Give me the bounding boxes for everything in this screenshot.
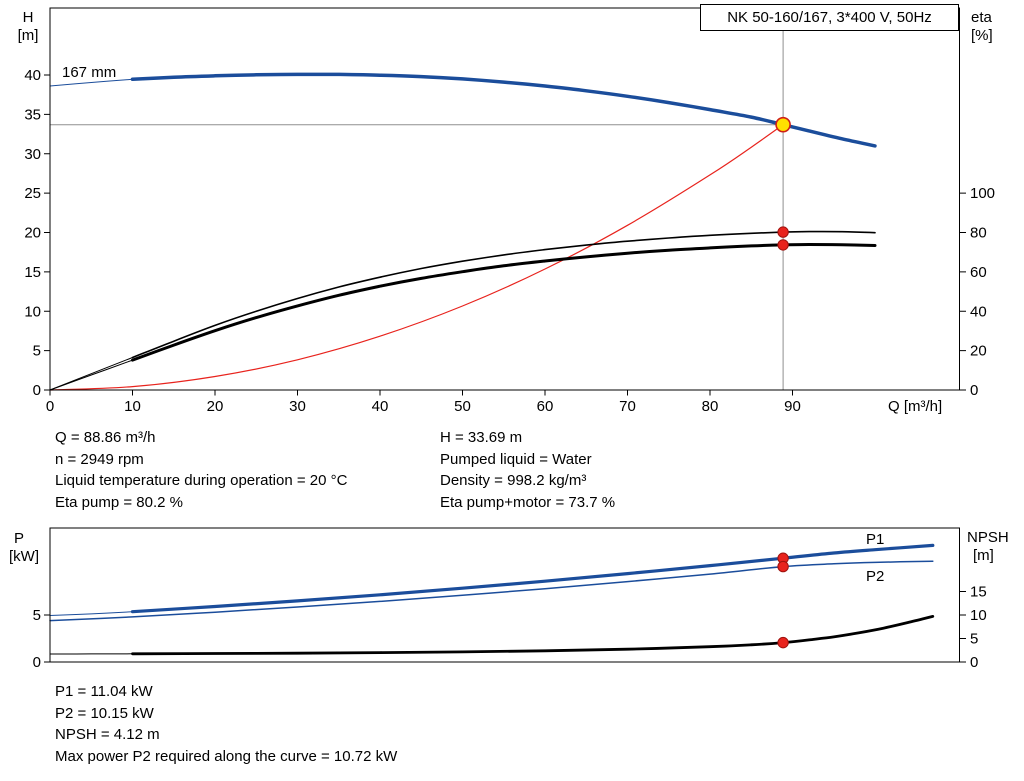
marker-npsh-point [777, 636, 789, 649]
info-line-p1: P1 = 11.04 kW [55, 683, 153, 700]
power-npsh-chart: 0 5 0 5 10 15 [33, 527, 987, 671]
info-line-eta: Eta pump = 80.2 % [55, 493, 183, 511]
y-left-tick-label: 25 [24, 185, 41, 202]
x-tick-label: 60 [537, 398, 554, 415]
plot-frame [49, 527, 960, 663]
impeller-diameter-label: 167 mm [62, 64, 116, 81]
duty-info-left-column: Q = 88.86 m³/h n = 2949 rpm Liquid tempe… [55, 427, 347, 513]
y-right-tick-label: 0 [970, 654, 978, 671]
y-right-tick-label: 100 [970, 185, 995, 202]
x-tick-label: 70 [619, 398, 636, 415]
y-left-tick-label: 15 [24, 264, 41, 281]
curve-eta-pump-motor-lead [49, 359, 133, 391]
marker-p2-point [777, 560, 789, 573]
curve-eta-pump-motor [131, 242, 877, 362]
eta-axis-title: eta [971, 9, 993, 26]
info-line-q: Q = 88.86 m³/h [55, 429, 156, 446]
marker-eta-pump-point [777, 226, 789, 238]
info-line-temp: Liquid temperature during operation = 20… [55, 472, 348, 489]
marker-eta-pump-motor-point [777, 239, 789, 251]
npsh-axis-unit: [m] [973, 547, 994, 564]
x-tick-label: 50 [454, 398, 471, 415]
info-line-maxpower: Max power P2 required along the curve = … [55, 747, 398, 765]
eta-axis-unit: [%] [971, 27, 993, 44]
y-right-tick-label: 80 [970, 225, 987, 242]
y-left-tick-label: 0 [33, 654, 41, 671]
axis-titles: H [m] eta [%] Q [m³/h] 167 mm P [kW] NPS… [9, 9, 1009, 585]
curve-p2 [49, 560, 934, 622]
y-left-tick-label: 30 [24, 146, 41, 163]
x-tick-label: 40 [372, 398, 389, 415]
curve-head-167mm [130, 72, 877, 148]
power-info-block: P1 = 11.04 kW P2 = 10.15 kW NPSH = 4.12 … [55, 681, 397, 767]
npsh-axis-title: NPSH [967, 529, 1009, 546]
y-right-tick-label: 20 [970, 343, 987, 360]
info-line-liquid: Pumped liquid = Water [440, 450, 592, 468]
h-axis-title: H [23, 9, 34, 26]
curve-system-curve [49, 124, 784, 391]
curve-p1-lead [49, 611, 133, 616]
x-tick-label: 30 [289, 398, 306, 415]
curve-p1 [130, 543, 935, 614]
plot-frame [49, 7, 960, 391]
x-tick-label: 80 [702, 398, 719, 415]
p2-curve-label: P2 [866, 568, 884, 585]
head-efficiency-chart: 0 10 20 30 40 50 60 70 80 90 0 5 10 15 20 25 30 35 40 0 20 40… [24, 7, 995, 415]
curve-eta-pump [131, 230, 876, 359]
info-line-density: Density = 998.2 kg/m³ [440, 472, 587, 489]
q-axis-title: Q [m³/h] [888, 398, 942, 415]
marker-duty-point [775, 116, 791, 133]
curve-npsh [131, 615, 935, 656]
y-left-tick-label: 20 [24, 225, 41, 242]
info-line-n: n = 2949 rpm [55, 450, 144, 468]
info-line-eta-tot: Eta pump+motor = 73.7 % [440, 493, 616, 511]
h-axis-unit: [m] [18, 27, 39, 44]
x-tick-label: 90 [784, 398, 801, 415]
p1-curve-label: P1 [866, 531, 884, 548]
y-left-tick-label: 0 [33, 382, 41, 399]
pump-title-box: NK 50-160/167, 3*400 V, 50Hz [700, 4, 959, 31]
y-left-tick-label: 40 [24, 67, 41, 84]
info-line-npsh: NPSH = 4.12 m [55, 726, 160, 743]
info-line-h: H = 33.69 m [440, 429, 523, 446]
y-right-tick-label: 60 [970, 264, 987, 281]
y-right-tick-label: 10 [970, 607, 987, 624]
x-tick-label: 20 [207, 398, 224, 415]
y-right-tick-label: 40 [970, 303, 987, 320]
y-left-tick-label: 5 [33, 607, 41, 624]
x-tick-label: 0 [46, 398, 54, 415]
info-line-p2: P2 = 10.15 kW [55, 704, 154, 722]
y-left-tick-label: 10 [24, 303, 41, 320]
y-right-tick-label: 5 [970, 631, 978, 648]
duty-info-right-column: H = 33.69 m Pumped liquid = Water Densit… [440, 427, 615, 513]
x-tick-label: 10 [124, 398, 141, 415]
p-axis-title: P [14, 530, 24, 547]
pump-title: NK 50-160/167, 3*400 V, 50Hz [727, 9, 932, 26]
p-axis-unit: [kW] [9, 548, 39, 565]
curve-head-167mm-lead [49, 78, 133, 87]
y-left-tick-label: 35 [24, 106, 41, 123]
y-left-tick-label: 5 [33, 343, 41, 360]
y-right-tick-label: 0 [970, 382, 978, 399]
y-right-tick-label: 15 [970, 584, 987, 601]
